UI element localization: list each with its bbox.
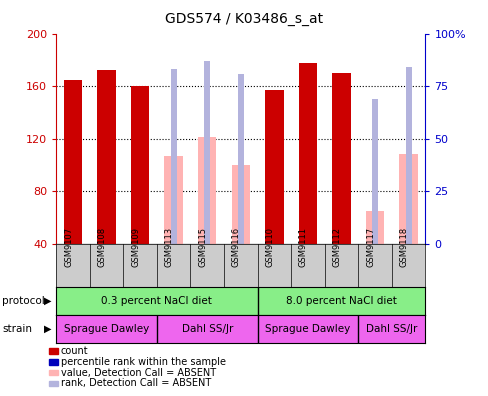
Bar — [298, 63, 317, 244]
Text: rank, Detection Call = ABSENT: rank, Detection Call = ABSENT — [61, 378, 210, 388]
Bar — [97, 70, 116, 244]
Text: value, Detection Call = ABSENT: value, Detection Call = ABSENT — [61, 367, 215, 378]
Text: GSM9110: GSM9110 — [265, 227, 274, 267]
Bar — [231, 165, 249, 244]
Bar — [365, 211, 384, 244]
Text: GSM9108: GSM9108 — [98, 227, 106, 267]
Text: GSM9113: GSM9113 — [164, 227, 173, 267]
Text: GSM9116: GSM9116 — [231, 227, 240, 267]
Bar — [131, 86, 149, 244]
Text: percentile rank within the sample: percentile rank within the sample — [61, 357, 225, 367]
Text: GSM9107: GSM9107 — [64, 227, 73, 267]
Text: ▶: ▶ — [44, 324, 51, 334]
Text: count: count — [61, 346, 88, 356]
Text: GSM9112: GSM9112 — [332, 227, 341, 267]
Bar — [164, 156, 183, 244]
Bar — [63, 80, 82, 244]
Text: Sprague Dawley: Sprague Dawley — [64, 324, 149, 334]
Bar — [264, 90, 283, 244]
Text: 0.3 percent NaCl diet: 0.3 percent NaCl diet — [102, 296, 212, 306]
Bar — [332, 73, 350, 244]
Text: GSM9109: GSM9109 — [131, 227, 140, 267]
Bar — [237, 74, 244, 244]
Bar — [371, 99, 377, 244]
Bar — [399, 154, 417, 244]
Bar — [170, 69, 176, 244]
Text: GDS574 / K03486_s_at: GDS574 / K03486_s_at — [165, 12, 323, 26]
Text: Dahl SS/Jr: Dahl SS/Jr — [181, 324, 232, 334]
Bar — [405, 67, 411, 244]
Text: protocol: protocol — [2, 296, 45, 306]
Text: GSM9118: GSM9118 — [399, 227, 408, 267]
Text: GSM9117: GSM9117 — [366, 227, 374, 267]
Bar — [204, 61, 210, 244]
Bar — [198, 137, 216, 244]
Text: 8.0 percent NaCl diet: 8.0 percent NaCl diet — [285, 296, 396, 306]
Text: GSM9115: GSM9115 — [198, 227, 207, 267]
Text: strain: strain — [2, 324, 32, 334]
Text: Dahl SS/Jr: Dahl SS/Jr — [366, 324, 417, 334]
Text: GSM9111: GSM9111 — [298, 227, 307, 267]
Text: Sprague Dawley: Sprague Dawley — [265, 324, 350, 334]
Text: ▶: ▶ — [44, 296, 51, 306]
